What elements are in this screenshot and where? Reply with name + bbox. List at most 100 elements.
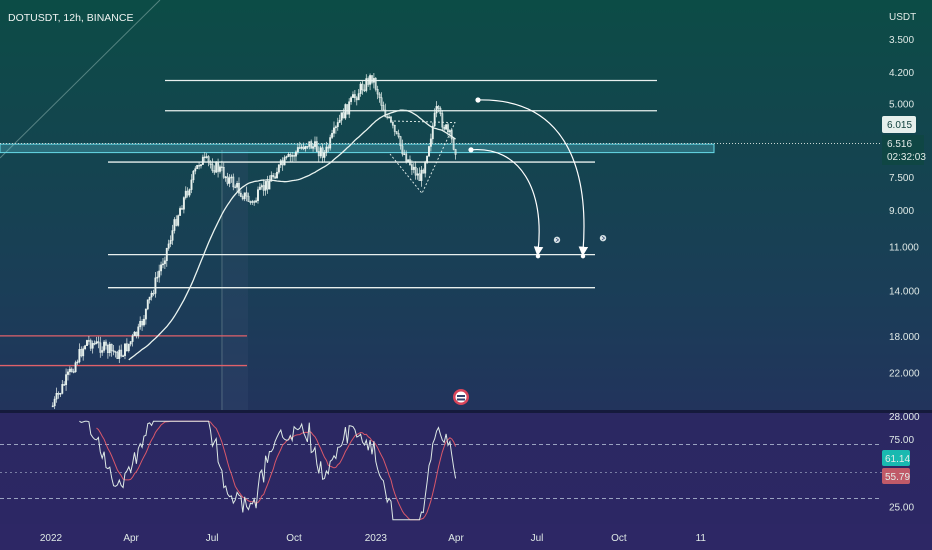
candle — [247, 192, 250, 202]
candle — [179, 206, 182, 216]
arrow-start-point[interactable] — [468, 147, 474, 153]
candle — [304, 145, 307, 152]
candle — [410, 160, 413, 176]
rsi-tick-label: 25.00 — [889, 502, 914, 513]
candle — [380, 92, 383, 111]
candle — [418, 167, 421, 181]
projection-arrow-2[interactable] — [470, 149, 544, 257]
candle — [262, 179, 265, 196]
candle — [319, 145, 322, 159]
candle — [144, 308, 147, 325]
price-tick-label: 11.000 — [889, 243, 919, 254]
candle — [348, 98, 351, 119]
candle — [441, 110, 444, 131]
rsi-ma-line — [96, 420, 457, 521]
arrow-end-point[interactable] — [580, 254, 586, 259]
candle — [439, 106, 442, 117]
candle — [426, 155, 429, 164]
candle — [253, 200, 256, 206]
candle — [338, 114, 341, 124]
candle — [433, 108, 436, 128]
candle — [63, 381, 66, 386]
projection-arrow-1[interactable] — [477, 99, 589, 257]
arrow-start-point[interactable] — [475, 97, 481, 103]
candle — [279, 158, 282, 168]
candle — [190, 174, 193, 194]
candle — [355, 95, 358, 106]
candle — [238, 177, 240, 196]
rsi-panel-background — [0, 412, 932, 524]
projection-arrows[interactable] — [468, 97, 607, 259]
rsi-scale[interactable]: 75.00 25.00 — [889, 435, 914, 514]
wedge-pattern[interactable] — [389, 120, 456, 195]
candle — [236, 180, 239, 194]
candle — [70, 367, 73, 373]
time-tick-label: Oct — [286, 533, 302, 544]
marker-icon[interactable] — [553, 236, 561, 244]
candle — [239, 190, 242, 198]
red-levels[interactable] — [0, 335, 247, 367]
candle — [298, 141, 301, 149]
candle — [177, 214, 180, 227]
candle — [287, 152, 290, 158]
arrow-end-point[interactable] — [535, 254, 541, 259]
candle — [296, 143, 299, 155]
candle — [120, 344, 123, 358]
price-tick-label: 3.500 — [889, 35, 914, 46]
rsi-badge-bg — [882, 450, 910, 466]
time-axis[interactable]: 2022 Apr Jul Oct 2023 Apr Jul Oct 11 — [40, 533, 707, 544]
candle — [283, 155, 286, 166]
candle — [431, 122, 434, 144]
candle — [310, 139, 313, 149]
candle — [429, 133, 432, 152]
candle — [226, 172, 229, 186]
candle — [276, 167, 278, 179]
candle — [181, 205, 183, 210]
candle — [372, 72, 375, 89]
candle — [194, 166, 197, 175]
candle — [266, 175, 269, 194]
candle — [350, 95, 353, 105]
candle — [416, 168, 419, 180]
resistance-zone[interactable] — [0, 143, 715, 154]
candle — [106, 343, 109, 359]
candle — [308, 141, 311, 150]
marker-icon[interactable] — [599, 234, 607, 242]
logo-icon[interactable] — [453, 389, 469, 405]
candle — [327, 144, 330, 153]
candle — [105, 339, 107, 350]
candle — [135, 331, 138, 339]
time-tick-label: Jul — [531, 533, 544, 544]
price-scale[interactable]: USDT 3.500 4.200 5.000 7.500 9.000 11.000 14.0… — [889, 12, 920, 423]
candle — [89, 338, 92, 352]
candle — [82, 346, 85, 361]
candle — [80, 346, 83, 358]
resistance-zone-band[interactable] — [0, 143, 715, 154]
time-tick-label: Jul — [206, 533, 219, 544]
candle — [363, 84, 366, 92]
wedge-outline[interactable] — [389, 120, 456, 195]
candle — [422, 168, 425, 174]
candle — [108, 341, 111, 357]
price-tick-label: 5.000 — [889, 100, 914, 111]
candle — [395, 131, 398, 135]
candle — [346, 104, 349, 115]
candle — [317, 146, 320, 162]
rsi-ma-badge-bg — [882, 468, 910, 484]
candle — [103, 339, 106, 353]
time-axis-background — [0, 524, 932, 550]
candle — [361, 80, 364, 95]
current-price-badge: 6.516 02:32:03 — [882, 135, 926, 165]
candle — [412, 162, 415, 174]
candle — [125, 338, 128, 352]
candle — [124, 343, 126, 360]
candle — [215, 160, 218, 174]
candle — [84, 344, 87, 351]
time-tick-label: 11 — [696, 533, 707, 544]
candle — [129, 341, 132, 347]
candle — [165, 247, 168, 267]
candle — [152, 289, 155, 297]
candle — [188, 188, 191, 198]
candle — [175, 215, 178, 227]
